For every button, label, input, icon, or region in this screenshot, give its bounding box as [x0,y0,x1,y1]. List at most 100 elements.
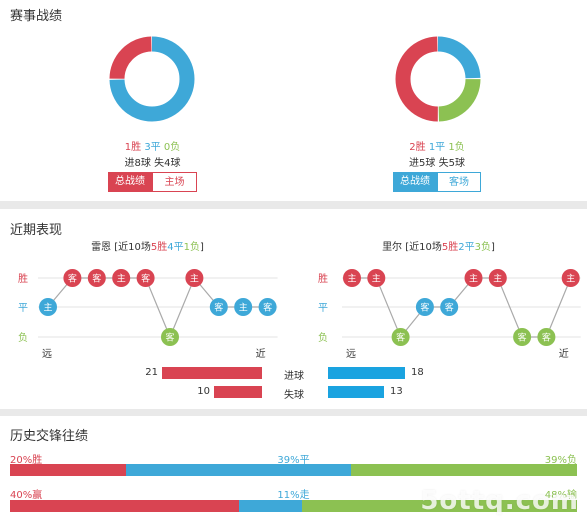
h2h-handicap-bar [10,500,577,512]
home-goals-against-bar [214,386,262,398]
h2h-segment-draw [125,464,352,476]
h2h-segment-loss [302,500,577,512]
h2h-segment-win [10,464,126,476]
head-to-head-panel: 历史交锋往绩 20%胜 39%平 39%负 40%赢 11%走 48%输 5ot… [0,416,587,520]
form-match-venue: 主 [239,302,248,314]
h2h-segment-win [10,500,240,512]
home-goals-for-bar [162,367,262,379]
h2h-handicap-win-label: 40%赢 [10,490,43,501]
form-row-label: 胜 [18,273,28,285]
form-match-venue: 客 [214,302,223,314]
form-match-point [185,269,204,287]
recent-form-panel: 近期表现 雷恩 [近10场5胜4平1负] 里尔 [近10场5胜2平3负] 胜平负… [0,209,587,409]
form-match-venue: 主 [43,302,52,314]
home-losses: 0负 [163,142,181,153]
form-match-point [136,269,155,287]
home-record-line: 1胜 3平 0负 [0,138,305,153]
away-goals-against-bar [328,386,384,398]
form-match-venue: 客 [518,332,527,344]
h2h-segment-draw [239,500,303,512]
away-draws: 1平 [428,142,446,153]
form-match-point [513,328,532,346]
form-match-point [209,298,228,316]
form-match-venue: 主 [190,273,199,285]
form-match-point [63,269,82,287]
form-match-point [391,328,410,346]
away-form-summary: 里尔 [近10场5胜2平3负] [382,242,495,253]
h2h-draw-label: 39%平 [277,455,310,466]
form-match-venue: 主 [566,273,575,285]
form-match-point [39,298,57,316]
h2h-segment-loss [351,464,577,476]
form-match-venue: 客 [263,302,272,314]
away-goals-against: 失5球 [438,158,465,169]
form-match-venue: 主 [493,273,502,285]
form-near-label: 近 [256,347,266,360]
form-match-venue: 客 [92,273,101,285]
away-record-line: 2胜 1平 1负 [287,138,587,153]
form-match-point [343,269,361,287]
h2h-win-label: 20%胜 [10,455,43,466]
away-goals-line: 进5球 失5球 [287,154,587,169]
form-near-label: 近 [559,347,569,360]
h2h-loss-label: 39%负 [544,455,577,466]
away-wins: 2胜 [409,142,426,153]
away-team-name: 里尔 [382,242,403,253]
form-match-venue: 客 [542,332,551,344]
form-match-point [488,269,507,287]
form-match-point [561,269,580,287]
away-goals-for-bar [328,367,405,379]
away-goals-for: 进5球 [409,158,436,169]
form-match-point [161,328,179,346]
away-tab-away[interactable]: 客场 [437,172,481,192]
form-match-venue: 主 [469,273,478,285]
form-match-venue: 主 [117,273,126,285]
home-form-summary: 雷恩 [近10场5胜4平1负] [91,242,204,253]
home-tab-total[interactable]: 总战绩 [108,172,152,192]
section-title-recent: 近期表现 [10,223,63,238]
donut-slice-draw [109,36,195,122]
h2h-handicap-push-label: 11%走 [277,490,310,501]
home-tab-home[interactable]: 主场 [152,172,197,192]
form-trend-line [352,277,572,339]
record-panel: 赛事战绩 1胜 3平 0负 进8球 失4球 总战绩 主场 2胜 1平 1负 进5… [0,0,587,201]
form-row-label: 负 [18,331,28,344]
home-form-chart: 胜平负主客客主客客主客主客远近 [18,269,278,360]
form-match-venue: 客 [141,273,150,285]
form-far-label: 远 [346,348,356,360]
home-team-name: 雷恩 [91,242,112,253]
form-row-label: 胜 [318,273,328,285]
away-goals-against-value: 13 [390,386,403,397]
form-match-point [367,269,386,287]
form-row-label: 平 [318,303,328,314]
form-match-point [87,269,106,287]
h2h-result-bar [10,464,577,476]
form-trend-line [47,276,268,339]
form-match-venue: 主 [372,273,381,285]
home-draws: 3平 [144,142,161,153]
form-match-point [234,298,253,316]
home-wins: 1胜 [124,142,142,153]
form-far-label: 远 [42,348,52,360]
form-row-label: 负 [318,331,328,344]
form-match-point [258,298,277,316]
form-match-venue: 客 [68,273,77,285]
form-match-venue: 客 [445,302,454,314]
donut-slice-win [395,36,481,122]
h2h-handicap-loss-label: 48%输 [544,490,577,501]
form-match-venue: 主 [347,273,356,285]
home-goals-for-value: 21 [145,367,158,378]
goals-against-label: 失球 [284,390,304,401]
form-match-point [112,269,131,287]
home-goals-line: 进8球 失4球 [0,154,305,169]
away-record-donut [395,36,481,122]
away-tab-total[interactable]: 总战绩 [393,172,437,192]
form-match-point [440,298,459,316]
form-match-venue: 客 [420,302,429,314]
form-row-label: 平 [18,303,28,314]
watermark: 5ottq.com [420,486,579,516]
home-goals-against: 失4球 [154,158,181,169]
form-match-venue: 客 [396,332,405,344]
home-record-donut [109,36,195,122]
home-goals-against-value: 10 [197,386,210,397]
